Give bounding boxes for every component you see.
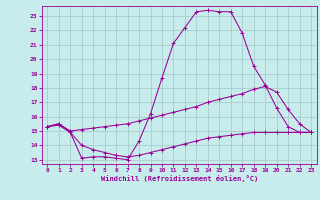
X-axis label: Windchill (Refroidissement éolien,°C): Windchill (Refroidissement éolien,°C) [100, 175, 258, 182]
